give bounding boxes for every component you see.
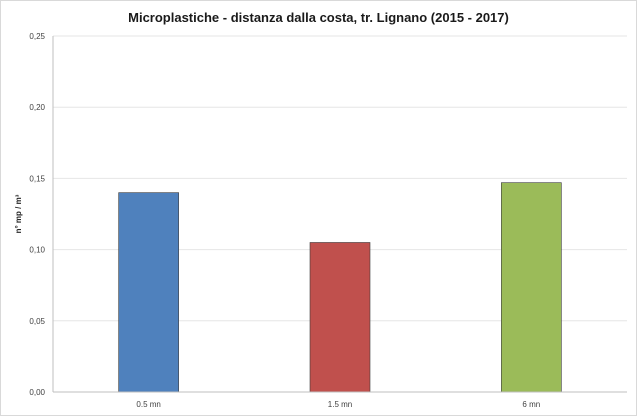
x-tick-label: 0.5 mn (136, 400, 160, 409)
y-tick-label: 0,05 (29, 317, 45, 326)
y-axis-labels: 0,00 0,05 0,10 0,15 0,20 0,25 (29, 32, 45, 397)
y-tick-label: 0,20 (29, 103, 45, 112)
bar-0-5-mn (118, 192, 179, 393)
y-axis-title: n° mp / m³ (14, 194, 23, 233)
y-tick-label: 0,15 (29, 174, 45, 183)
bar-6-mn (501, 182, 562, 393)
x-tick-label: 6 mn (522, 400, 540, 409)
bars (118, 182, 562, 393)
x-tick-label: 1.5 mn (328, 400, 352, 409)
y-tick-label: 0,10 (29, 246, 45, 255)
y-tick-label: 0,25 (29, 32, 45, 41)
bar-1-5-mn (309, 242, 371, 393)
x-axis-labels: 0.5 mn 1.5 mn 6 mn (136, 400, 540, 409)
y-tick-label: 0,00 (29, 388, 45, 397)
chart-title: Microplastiche - distanza dalla costa, t… (128, 10, 509, 25)
